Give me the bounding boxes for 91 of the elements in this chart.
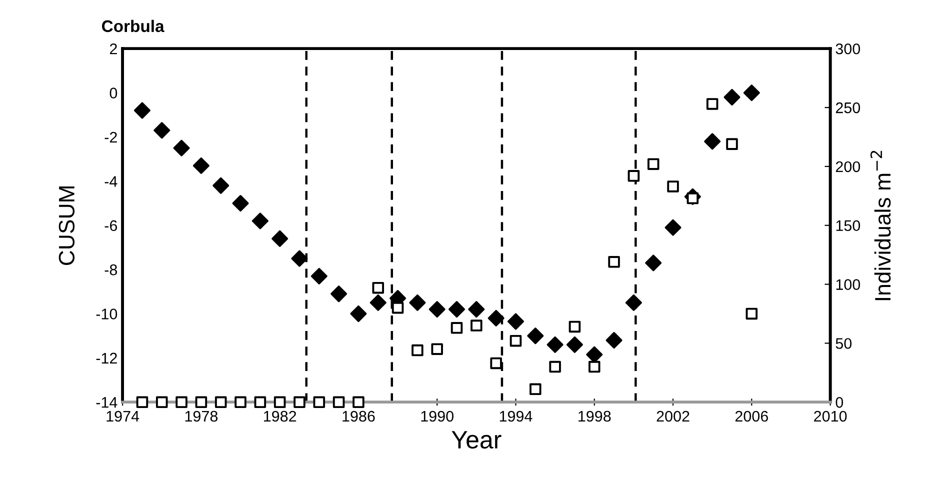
point (330, 286, 348, 302)
y-tick-label: -14 (96, 397, 118, 408)
point (625, 294, 642, 311)
point (488, 310, 504, 326)
point (372, 282, 384, 294)
point (409, 294, 426, 311)
y2-tick-label: 0 (836, 396, 844, 408)
y2-tick-label: 50 (836, 338, 852, 349)
point (566, 336, 583, 353)
point (527, 328, 544, 344)
point (350, 305, 367, 322)
y-tick-label: -8 (104, 264, 118, 276)
point (254, 396, 266, 408)
point (291, 250, 308, 267)
point (726, 138, 738, 150)
point (448, 301, 466, 318)
point (608, 256, 620, 268)
point (212, 177, 230, 194)
y-tick-label: 0 (110, 88, 118, 98)
x-tick-label: 1974 (106, 410, 140, 422)
point (428, 301, 446, 318)
point (352, 396, 364, 408)
point (412, 344, 424, 356)
point (724, 88, 740, 106)
x-tick-label: 1982 (264, 410, 296, 422)
point (704, 133, 721, 150)
x-axis-title: Year (452, 431, 502, 449)
point (628, 170, 640, 182)
point (234, 396, 246, 408)
point (549, 360, 561, 373)
x-tick-label: 1994 (500, 410, 532, 422)
point (568, 320, 581, 333)
point (154, 122, 170, 139)
point (450, 322, 463, 334)
y-tick-label: -2 (104, 132, 117, 143)
point (647, 158, 660, 170)
y-tick-label: -6 (104, 220, 118, 232)
point (136, 396, 148, 408)
point (173, 140, 190, 156)
y2-tick-label: 100 (836, 279, 860, 290)
point (667, 180, 679, 192)
point (606, 332, 622, 349)
point (313, 396, 326, 408)
y2-tick-label: 300 (836, 43, 860, 54)
point (272, 230, 288, 247)
y-tick-label: -10 (96, 308, 118, 320)
y-tick-label: -12 (96, 352, 117, 364)
point (232, 195, 249, 212)
chart-title: Corbula (102, 20, 164, 32)
y2-axis-title: Individuals m$^{−2}$ (870, 150, 891, 300)
point (490, 357, 502, 370)
point (706, 98, 718, 110)
point (156, 396, 168, 408)
point (370, 294, 386, 311)
x-tick-label: 2010 (814, 410, 847, 422)
x-tick-label: 1990 (421, 410, 454, 422)
point (176, 396, 188, 408)
x-tick-label: 2006 (735, 410, 768, 422)
y2-tick-label: 150 (836, 220, 860, 232)
point (470, 320, 482, 332)
x-tick-label: 1986 (342, 410, 375, 422)
point (134, 102, 150, 119)
point (746, 308, 758, 320)
point (294, 396, 306, 408)
point (468, 301, 485, 318)
point (664, 219, 682, 236)
y-axis-title: CUSUM (58, 186, 75, 265)
point (214, 396, 227, 408)
point (195, 396, 208, 408)
y2-tick-label: 200 (836, 161, 860, 172)
point (743, 84, 760, 102)
x-tick-label: 1978 (185, 410, 218, 422)
point (274, 396, 286, 408)
point (431, 343, 443, 355)
point (332, 396, 345, 408)
point (392, 302, 404, 314)
point (530, 383, 542, 396)
point (645, 254, 662, 272)
point (310, 268, 328, 284)
x-tick-label: 2002 (656, 410, 690, 422)
point (507, 313, 524, 330)
point (586, 346, 603, 363)
y-tick-label: 2 (110, 43, 117, 54)
point (546, 336, 564, 353)
point (252, 212, 268, 230)
point (192, 157, 210, 174)
y-tick-label: -4 (104, 176, 118, 187)
point (510, 334, 522, 347)
y2-tick-label: 250 (836, 102, 860, 114)
x-tick-label: 1998 (578, 410, 611, 422)
point (588, 360, 600, 373)
